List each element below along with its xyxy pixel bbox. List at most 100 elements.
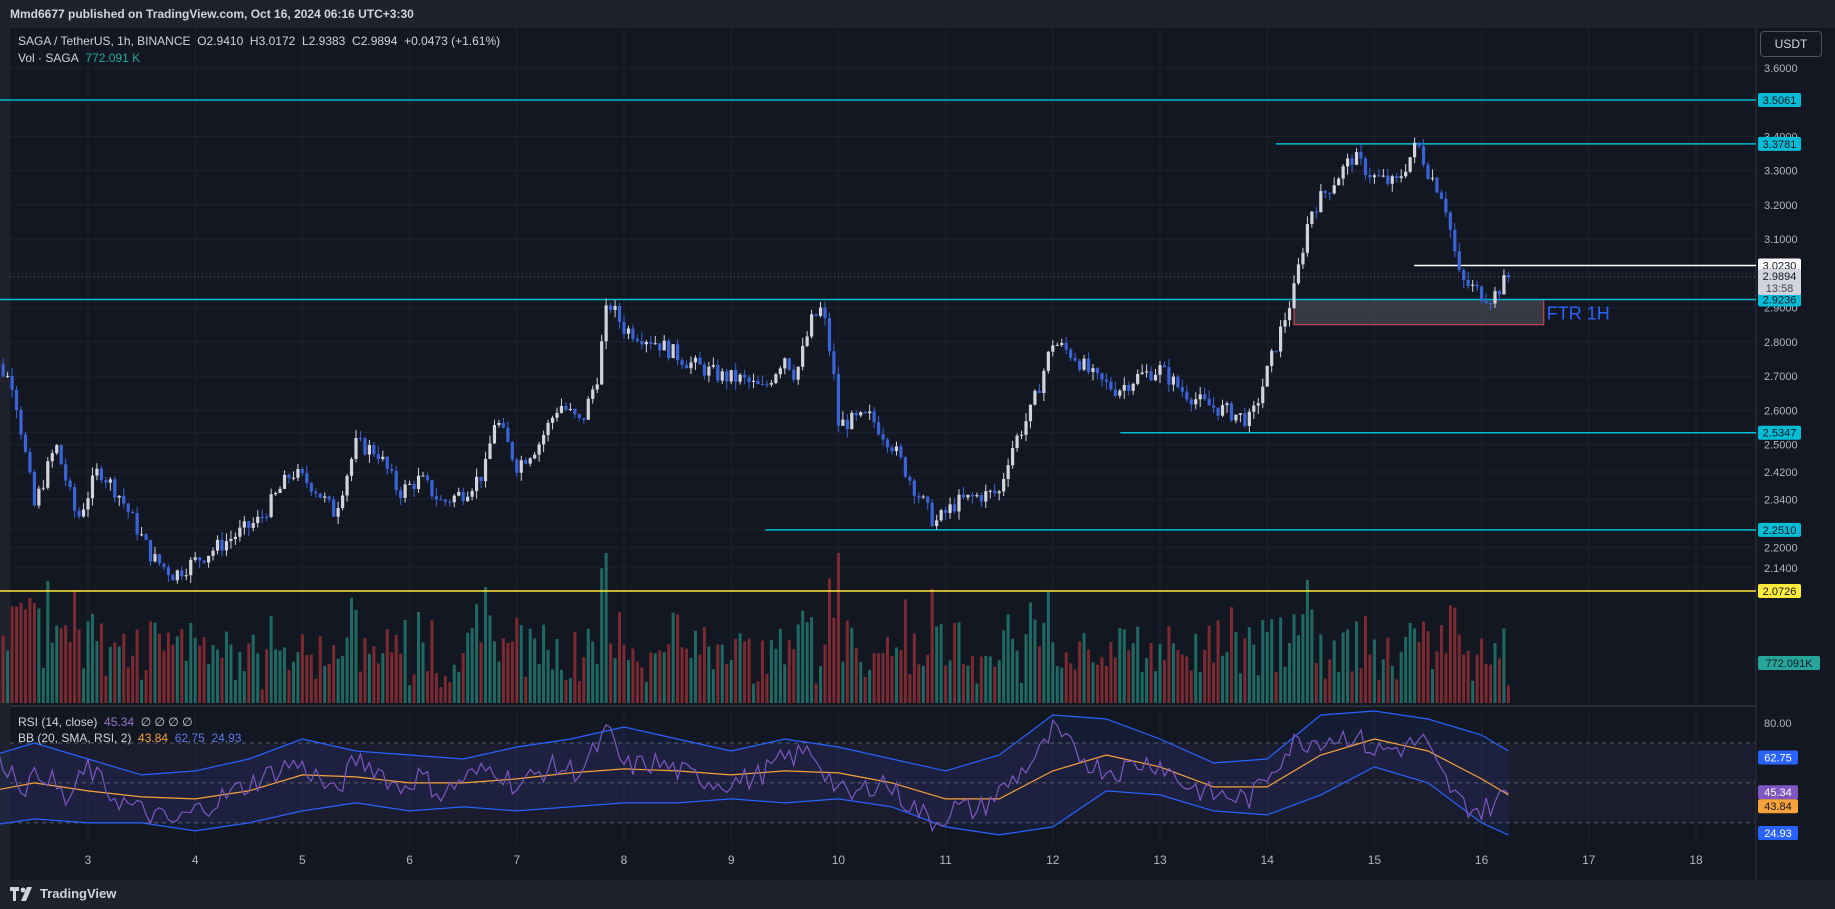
volume-bar <box>19 602 23 703</box>
volume-bar <box>1180 654 1184 703</box>
volume-bar <box>877 653 881 703</box>
candle-body <box>1064 342 1068 350</box>
volume-bar <box>425 671 429 703</box>
volume-bar <box>452 664 456 703</box>
candle-body <box>586 398 590 420</box>
candle-body <box>1265 365 1269 387</box>
volume-bar <box>314 678 318 703</box>
volume-bar <box>568 678 572 703</box>
candle-body <box>577 414 581 418</box>
brand[interactable]: TradingView <box>10 886 116 901</box>
volume-bar <box>113 642 117 703</box>
candle-body <box>349 459 354 476</box>
volume-bar <box>970 656 974 703</box>
candle-body <box>1149 371 1153 381</box>
candle-body <box>466 496 470 502</box>
footer-bar: TradingView <box>0 880 1835 909</box>
candle-body <box>501 422 505 428</box>
candle-body <box>1404 171 1408 177</box>
volume-bar <box>1234 632 1238 703</box>
volume-bar <box>1256 675 1260 703</box>
candle-body <box>1328 192 1332 194</box>
candle-body <box>635 338 639 341</box>
volume-bar <box>555 638 559 703</box>
volume-legend: Vol · SAGA 772.091 K <box>18 51 140 65</box>
candle-body <box>10 375 14 390</box>
volume-bar <box>810 617 814 703</box>
symbol-title[interactable]: SAGA / TetherUS, 1h, BINANCE <box>18 34 191 48</box>
volume-bar <box>1221 655 1225 703</box>
volume-bar <box>1296 635 1300 703</box>
volume-bar <box>202 637 206 703</box>
volume-bar <box>247 643 251 703</box>
volume-bar <box>1319 634 1323 703</box>
volume-bar <box>278 650 282 703</box>
volume-bar <box>104 675 108 703</box>
candle-body <box>1100 373 1104 380</box>
volume-bar <box>332 645 336 703</box>
volume-bar <box>184 660 188 703</box>
candle-body <box>1457 251 1461 270</box>
volume-label[interactable]: Vol · SAGA <box>18 51 79 65</box>
candle-body <box>1475 284 1479 287</box>
rsi-value-tag-bg <box>1758 799 1798 814</box>
ftr-zone-label: FTR 1H <box>1547 304 1610 324</box>
volume-bar <box>1261 620 1265 703</box>
candle-body <box>475 476 479 492</box>
candle-body <box>751 380 756 382</box>
candle-body <box>667 340 671 359</box>
currency-button[interactable]: USDT <box>1760 31 1822 57</box>
candle-body <box>591 389 595 399</box>
level-labels: 3.50613.37813.02302.92362.53472.25102.07… <box>1758 93 1801 598</box>
volume-bar <box>1417 641 1421 703</box>
bb-label[interactable]: BB (20, SMA, RSI, 2) <box>18 731 132 745</box>
candle-body <box>658 343 662 351</box>
candle-body <box>1198 394 1202 400</box>
candle-body <box>318 493 322 498</box>
volume-bar <box>1252 644 1256 703</box>
candle-body <box>1381 175 1385 177</box>
volume-bar <box>1457 634 1461 703</box>
volume-bar <box>1167 626 1171 703</box>
volume-bar <box>1140 672 1144 703</box>
volume-bar <box>1471 680 1475 703</box>
candle-body <box>1471 284 1475 286</box>
volume-bar <box>372 646 376 703</box>
volume-bar <box>1024 634 1028 703</box>
candle-body <box>265 516 269 518</box>
candle-body <box>341 495 345 509</box>
candle-body <box>1 364 5 377</box>
volume-bar <box>1363 616 1367 703</box>
candle-body <box>1413 142 1417 158</box>
candle-body <box>64 464 68 481</box>
volume-bar <box>1082 633 1086 703</box>
volume-bar <box>984 655 988 703</box>
volume-bar <box>457 671 461 703</box>
volume-bar <box>1444 653 1448 703</box>
candle-body <box>917 495 921 498</box>
candle-body <box>479 476 483 482</box>
candle-body <box>533 454 537 459</box>
candle-body <box>416 475 421 489</box>
candle-body <box>260 516 264 518</box>
candle-body <box>604 305 608 342</box>
volume-bar <box>149 621 153 703</box>
candle-body <box>841 419 845 426</box>
volume-bar <box>1033 619 1037 703</box>
rsi-label[interactable]: RSI (14, close) <box>18 715 98 729</box>
candle-body <box>1037 390 1041 393</box>
price-tick-label: 3.3000 <box>1764 166 1798 178</box>
volume-bar <box>1265 631 1269 703</box>
volume-bar <box>685 648 689 703</box>
volume-bar <box>1131 643 1135 703</box>
candle-body <box>345 475 349 496</box>
volume-bar <box>475 604 479 703</box>
candle-body <box>99 468 103 481</box>
volume-bar <box>1404 636 1408 703</box>
level-label-bg <box>1758 93 1801 107</box>
rsi-value: 45.34 <box>104 715 135 729</box>
candle-body <box>1203 394 1207 399</box>
volume-bar <box>1189 670 1193 703</box>
candle-body <box>792 369 796 380</box>
